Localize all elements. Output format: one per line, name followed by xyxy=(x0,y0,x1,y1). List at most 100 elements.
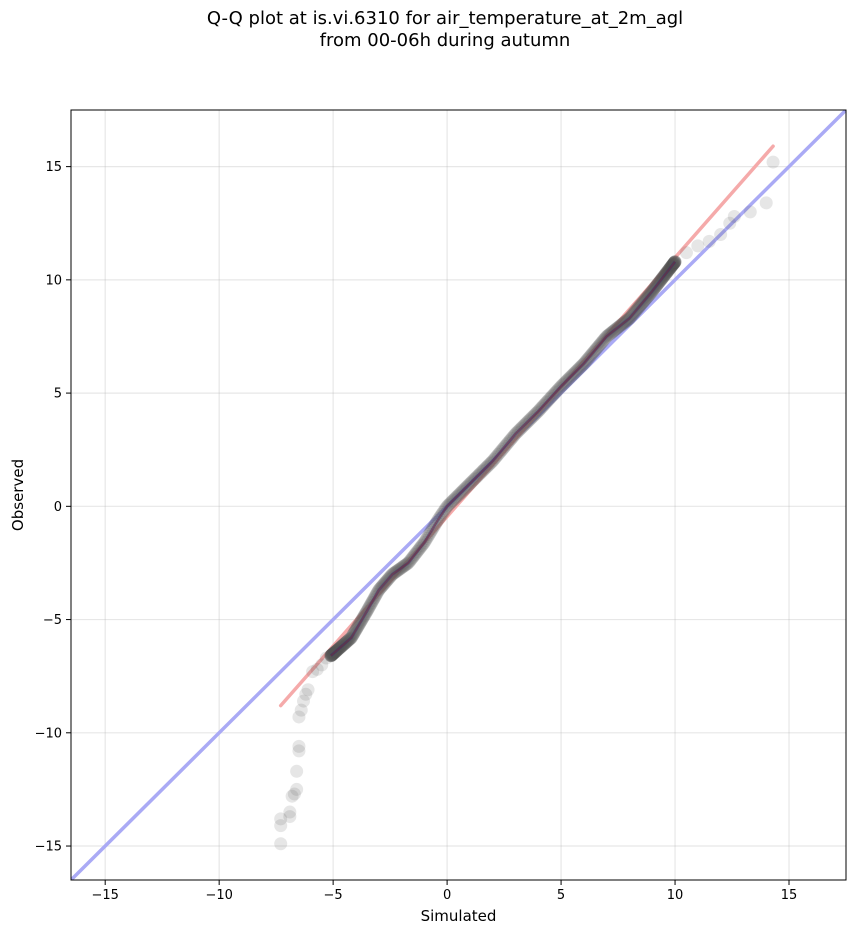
data-point xyxy=(562,371,576,385)
y-tick-label: −5 xyxy=(43,613,62,628)
data-point xyxy=(329,645,343,659)
data-point xyxy=(332,642,346,656)
data-point xyxy=(383,570,397,584)
data-point xyxy=(664,260,678,274)
data-point xyxy=(664,260,678,274)
data-point xyxy=(580,352,594,366)
data-point xyxy=(668,255,682,269)
data-point xyxy=(396,560,410,574)
data-point xyxy=(436,506,450,520)
data-point xyxy=(359,606,373,620)
data-point xyxy=(596,333,610,347)
data-point xyxy=(638,293,652,307)
data-point xyxy=(332,642,346,656)
data-point xyxy=(663,261,677,275)
data-point xyxy=(498,439,512,453)
data-point xyxy=(389,565,403,579)
data-point xyxy=(365,595,379,609)
data-point xyxy=(649,280,663,294)
data-point xyxy=(609,322,623,336)
data-point xyxy=(727,209,741,223)
data-point xyxy=(542,393,556,407)
data-point xyxy=(513,423,527,437)
data-point xyxy=(467,473,481,487)
data-point xyxy=(330,643,344,657)
data-point xyxy=(326,647,340,661)
data-point xyxy=(274,819,288,833)
data-point xyxy=(430,515,444,529)
data-point xyxy=(410,545,424,559)
data-point xyxy=(479,461,493,475)
data-point xyxy=(423,525,437,539)
data-point xyxy=(503,433,517,447)
data-point xyxy=(628,305,642,319)
data-point xyxy=(567,366,581,380)
data-point xyxy=(355,613,369,627)
data-point xyxy=(344,631,358,645)
data-point xyxy=(400,557,414,571)
data-point xyxy=(666,257,680,271)
data-point xyxy=(646,284,660,298)
data-point xyxy=(382,571,396,585)
data-point xyxy=(315,658,329,672)
data-point xyxy=(437,504,451,518)
data-point xyxy=(324,649,338,663)
data-point xyxy=(327,646,341,660)
data-point xyxy=(610,321,624,335)
data-point xyxy=(283,810,297,824)
data-point xyxy=(372,583,386,597)
data-point xyxy=(341,633,355,647)
x-tick-label: 10 xyxy=(667,888,684,903)
ticks: −15 −10 −5 0 5 10 15 −15 −10 −5 0 5 10 15 xyxy=(35,160,798,903)
data-point xyxy=(339,635,353,649)
data-point xyxy=(535,400,549,414)
data-point xyxy=(611,320,625,334)
data-point xyxy=(519,416,533,430)
data-point xyxy=(641,289,655,303)
data-point xyxy=(657,269,671,283)
data-point xyxy=(667,256,681,270)
data-point xyxy=(634,298,648,312)
data-point xyxy=(483,457,497,471)
y-tick-label: 5 xyxy=(54,387,62,402)
data-point xyxy=(366,594,380,608)
data-point xyxy=(419,533,433,547)
data-point xyxy=(358,607,372,621)
data-point xyxy=(505,431,519,445)
data-point xyxy=(630,302,644,316)
data-point xyxy=(353,617,367,631)
data-point xyxy=(620,313,634,327)
data-point xyxy=(482,458,496,472)
data-point xyxy=(342,632,356,646)
data-point xyxy=(658,268,672,282)
data-point xyxy=(460,479,474,493)
data-point xyxy=(462,478,476,492)
data-point xyxy=(659,267,673,281)
data-point xyxy=(459,480,473,494)
data-point xyxy=(654,273,668,287)
x-tick-label: 15 xyxy=(781,888,798,903)
data-point xyxy=(629,304,643,318)
data-point xyxy=(547,387,561,401)
data-point xyxy=(357,610,371,624)
data-point xyxy=(648,281,662,295)
data-point xyxy=(325,647,339,661)
data-point xyxy=(292,744,306,758)
data-point xyxy=(635,296,649,310)
data-point xyxy=(325,648,339,662)
data-point xyxy=(337,637,351,651)
data-point xyxy=(441,498,455,512)
data-point xyxy=(566,367,580,381)
data-point xyxy=(408,548,422,562)
data-point xyxy=(357,609,371,623)
data-point xyxy=(657,269,671,283)
data-point xyxy=(325,648,339,662)
data-point xyxy=(555,379,569,393)
x-tick-label: −15 xyxy=(91,888,118,903)
data-point xyxy=(484,455,498,469)
data-point xyxy=(616,317,630,331)
data-point xyxy=(583,350,597,364)
data-point xyxy=(415,539,429,553)
data-point xyxy=(526,409,540,423)
data-point xyxy=(525,411,539,425)
